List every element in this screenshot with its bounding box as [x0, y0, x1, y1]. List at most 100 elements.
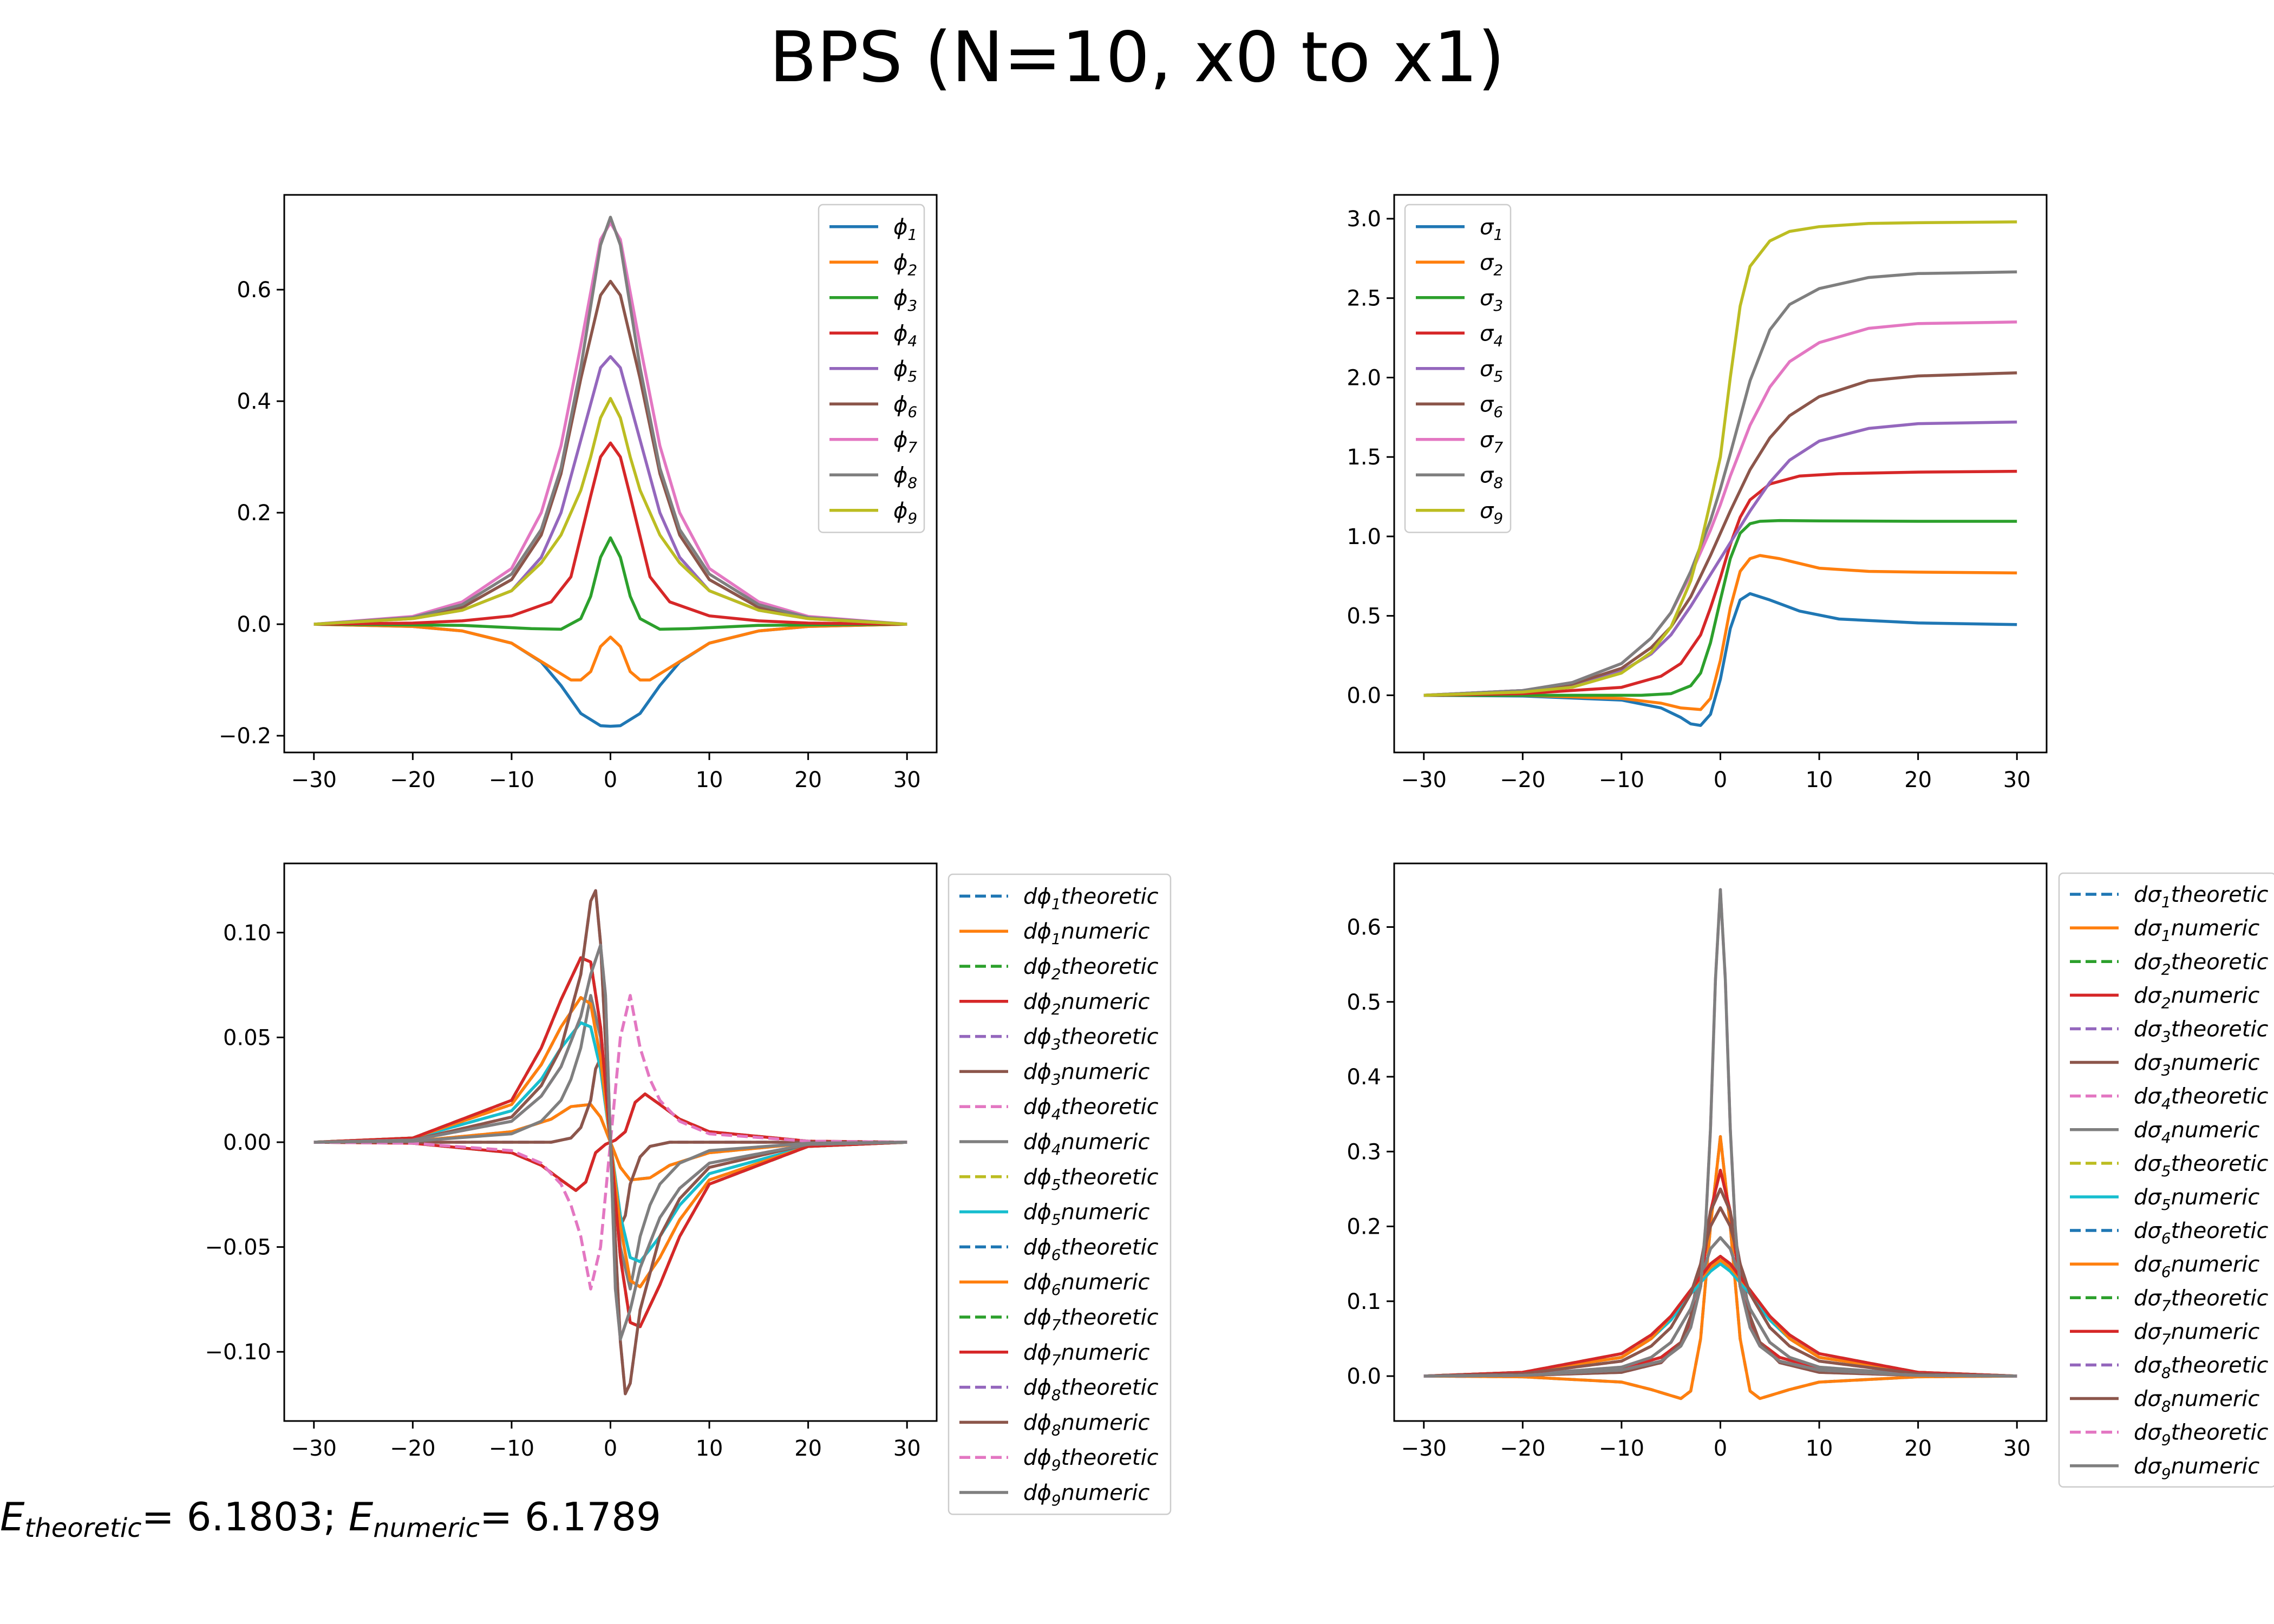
y-tick-label: 0.3 — [1347, 1140, 1381, 1164]
energy-numeric-sub: numeric — [373, 1513, 480, 1543]
x-tick-label: −30 — [291, 1436, 337, 1461]
series-line-numeric-2 — [1423, 1169, 2017, 1378]
series-line-1 — [313, 623, 907, 728]
y-tick-label: 1.5 — [1347, 445, 1381, 470]
y-tick-label: 0.0 — [237, 612, 271, 637]
series-line-theoretic-4 — [1423, 1236, 2017, 1378]
legend-label: σ8 — [1480, 463, 1503, 492]
legend-label: dϕ5theoretic — [1023, 1165, 1159, 1194]
series-line-5 — [1423, 420, 2017, 697]
legend-label: σ4 — [1480, 321, 1503, 350]
legend-label: dϕ3theoretic — [1023, 1025, 1159, 1053]
y-tick-label: −0.05 — [205, 1235, 271, 1260]
legend-label: dϕ5numeric — [1023, 1200, 1149, 1229]
legend-label: ϕ4 — [893, 321, 917, 350]
series-line-theoretic-7 — [1423, 1255, 2017, 1378]
series-line-numeric-3 — [1423, 1187, 2017, 1378]
series-line-9 — [313, 397, 907, 626]
legend-label: dϕ8theoretic — [1023, 1376, 1159, 1404]
y-tick-label: 0.6 — [237, 278, 271, 303]
y-tick-label: 0.2 — [237, 501, 271, 526]
series-line-9 — [1423, 220, 2017, 697]
legend-label: dϕ2numeric — [1023, 990, 1149, 1018]
x-tick-label: −20 — [1500, 1436, 1545, 1461]
legend-label: dϕ8numeric — [1023, 1410, 1149, 1439]
legend-label: σ9 — [1480, 499, 1503, 527]
y-tick-label: 0.5 — [1347, 604, 1381, 629]
x-tick-label: 10 — [1806, 768, 1833, 793]
x-tick-label: −10 — [1599, 768, 1644, 793]
legend-label: dϕ7theoretic — [1023, 1305, 1159, 1334]
energy-numeric-value: = 6.1789 — [479, 1494, 661, 1540]
legend-label: dσ1numeric — [2134, 916, 2259, 945]
x-tick-label: 0 — [1714, 1436, 1727, 1461]
legend: dσ1theoretic dσ1numeric dσ2theoretic dσ2num… — [2058, 872, 2274, 1488]
y-tick-label: 0.6 — [1347, 915, 1381, 940]
sigma-panel: −30 −20 −10 0 10 20 300.00.51.01.52.02.53.0 σ1σ… — [1347, 194, 2048, 793]
x-tick-label: 30 — [2003, 768, 2031, 793]
y-tick-label: 2.5 — [1347, 286, 1381, 311]
legend-label: dσ7numeric — [2134, 1319, 2259, 1348]
legend-label: dσ2theoretic — [2134, 949, 2269, 978]
legend-label: dσ9numeric — [2134, 1454, 2259, 1483]
dsigma-panel: −30 −20 −10 0 10 20 30 0.0 0.1 0.2 0.3 0.4 0.5 0.6 dσ1… — [1347, 862, 2274, 1488]
legend-label: ϕ2 — [893, 250, 917, 279]
legend-label: ϕ1 — [893, 215, 917, 244]
y-tick-label: 1.0 — [1347, 525, 1381, 549]
legend-label: dϕ6numeric — [1023, 1270, 1149, 1299]
x-tick-label: 20 — [794, 768, 822, 793]
series-line-numeric-4 — [1423, 1236, 2017, 1378]
legend: ϕ1 ϕ2 ϕ3 ϕ4 ϕ5 ϕ6 ϕ7 ϕ8 ϕ9 — [818, 204, 925, 533]
energy-annotation: Etheoretic= 6.1803; Enumeric= 6.1789 — [0, 1494, 661, 1543]
x-tick-label: 20 — [1904, 768, 1932, 793]
legend-label: dϕ1numeric — [1023, 919, 1149, 948]
energy-theoretic-sub: theoretic — [24, 1513, 142, 1543]
y-tick-label: −0.10 — [205, 1340, 271, 1365]
legend-label: dσ8numeric — [2134, 1387, 2259, 1416]
legend-label: dϕ7numeric — [1023, 1340, 1149, 1369]
legend-label: dσ2numeric — [2134, 983, 2259, 1012]
series-line-3 — [1423, 519, 2017, 697]
series-line-numeric-5 — [1423, 1262, 2017, 1378]
series-line-theoretic-5 — [1423, 1262, 2017, 1378]
series-line-theoretic-4 — [313, 994, 907, 1291]
y-tick-label: 0.4 — [237, 389, 271, 414]
legend-label: dϕ9numeric — [1023, 1481, 1149, 1509]
legend-label: dσ5theoretic — [2134, 1151, 2269, 1180]
legend-label: ϕ9 — [893, 499, 917, 527]
x-tick-label: 30 — [2003, 1436, 2031, 1461]
x-tick-label: −30 — [1401, 768, 1447, 793]
x-tick-label: 10 — [696, 768, 723, 793]
legend: σ1 σ2 σ3 σ4 σ5 σ6 σ7 σ8 σ9 — [1404, 204, 1512, 533]
x-tick-label: 20 — [794, 1436, 822, 1461]
y-tick-label: 0.0 — [1347, 683, 1381, 708]
legend-label: σ2 — [1480, 250, 1503, 279]
legend-label: dϕ6theoretic — [1023, 1235, 1159, 1263]
legend-label: dϕ4theoretic — [1023, 1095, 1159, 1123]
x-tick-label: −30 — [1401, 1436, 1447, 1461]
x-tick-label: −20 — [1500, 768, 1545, 793]
x-tick-label: 30 — [893, 768, 921, 793]
legend-label: dσ3numeric — [2134, 1051, 2259, 1079]
series-line-theoretic-2 — [1423, 1169, 2017, 1378]
legend-label: ϕ8 — [893, 463, 917, 492]
x-tick-label: 0 — [604, 768, 617, 793]
x-tick-label: −20 — [390, 1436, 435, 1461]
legend-label: dσ6numeric — [2134, 1252, 2259, 1281]
dphi-panel: −30 −20 −10 0 10 20 30 −0.10 −0.05 0.00 0.05 0.10 dϕ… — [205, 862, 1172, 1515]
x-tick-label: −20 — [390, 768, 435, 793]
series-line-1 — [1423, 592, 2017, 727]
series-line-8 — [1423, 270, 2017, 697]
legend-label: σ1 — [1480, 215, 1503, 244]
series-line-8 — [313, 215, 907, 626]
series-line-numeric-9 — [313, 944, 907, 1341]
phi-panel: −30 −20 −10 0 10 20 30 −0.2 0.0 0.2 0.4 0.6 ϕ1 ϕ2 ϕ3 ϕ4… — [219, 194, 938, 793]
legend-label: dσ1theoretic — [2134, 882, 2269, 911]
legend-label: dϕ9theoretic — [1023, 1445, 1159, 1474]
legend-label: σ3 — [1480, 286, 1503, 315]
legend-label: dσ5numeric — [2134, 1185, 2259, 1214]
y-tick-label: 0.05 — [223, 1025, 271, 1050]
x-tick-label: −30 — [291, 768, 337, 793]
series-line-numeric-9 — [1423, 888, 2017, 1378]
